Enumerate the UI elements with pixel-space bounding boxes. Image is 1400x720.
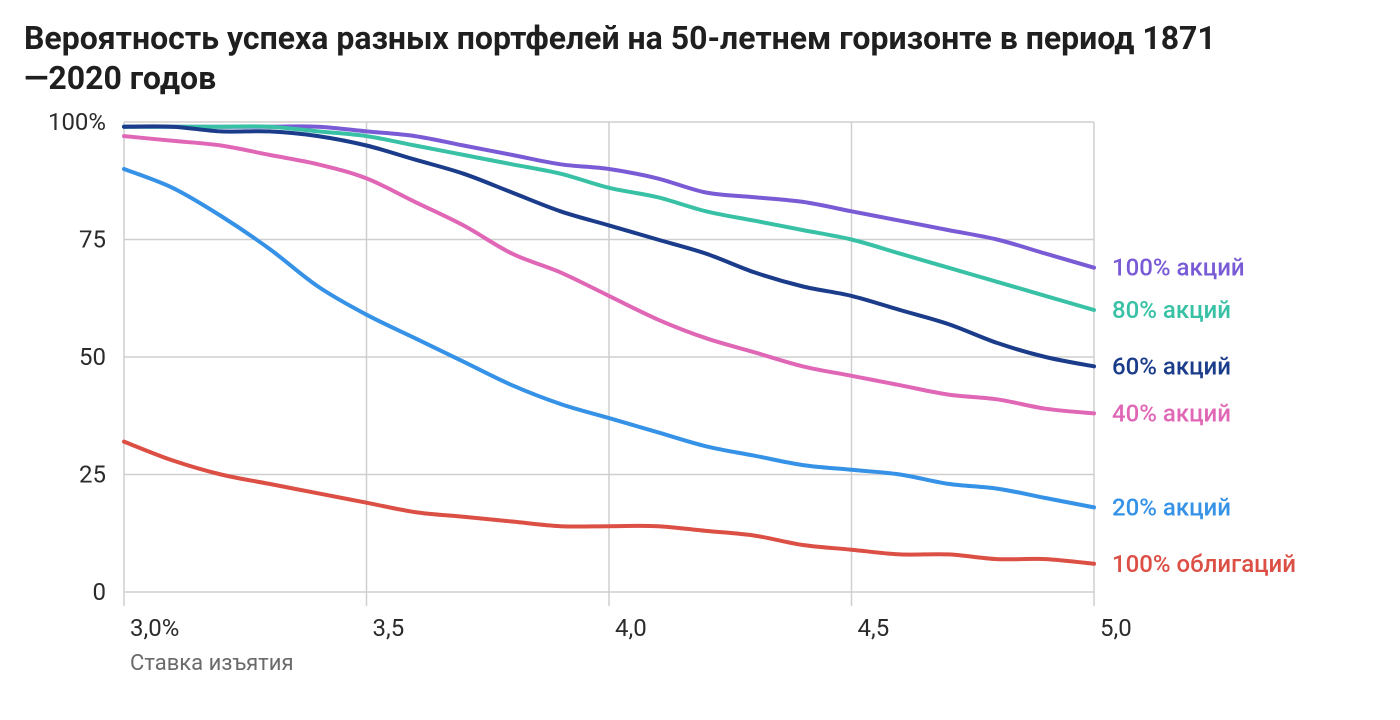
legend-label: 100% облигаций <box>1112 550 1296 578</box>
x-tick-label: 4,5 <box>858 614 890 642</box>
x-axis-ticks: 3,0% 3,5 4,0 4,5 5,0 <box>124 592 1132 642</box>
y-tick-label: 25 <box>79 461 106 489</box>
x-tick-label: 5,0 <box>1100 614 1132 642</box>
x-axis-label: Ставка изъятия <box>130 651 294 676</box>
y-tick-label: 50 <box>79 343 106 371</box>
y-tick-label: 75 <box>79 226 106 254</box>
line-chart: 0 25 50 75 100% 3,0% 3,5 4,0 4,5 5,0 Ставка изъя… <box>24 112 1376 702</box>
x-tick-label: 4,0 <box>615 614 647 642</box>
y-axis-ticks: 0 25 50 75 100% <box>48 112 106 606</box>
page-title: Вероятность успеха разных портфелей на 5… <box>24 18 1224 98</box>
legend-label: 60% акций <box>1112 352 1231 380</box>
legend-label: 100% акций <box>1112 254 1245 282</box>
legend-label: 20% акций <box>1112 493 1231 521</box>
y-tick-label: 0 <box>93 578 107 606</box>
legend-label: 40% акций <box>1112 399 1231 427</box>
y-tick-label: 100% <box>48 112 106 136</box>
x-tick-label: 3,0% <box>130 614 179 642</box>
legend-label: 80% акций <box>1112 296 1231 324</box>
chart-legend: 100% акций 80% акций 60% акций 40% акций 20%… <box>1112 254 1296 578</box>
x-tick-label: 3,5 <box>373 614 405 642</box>
